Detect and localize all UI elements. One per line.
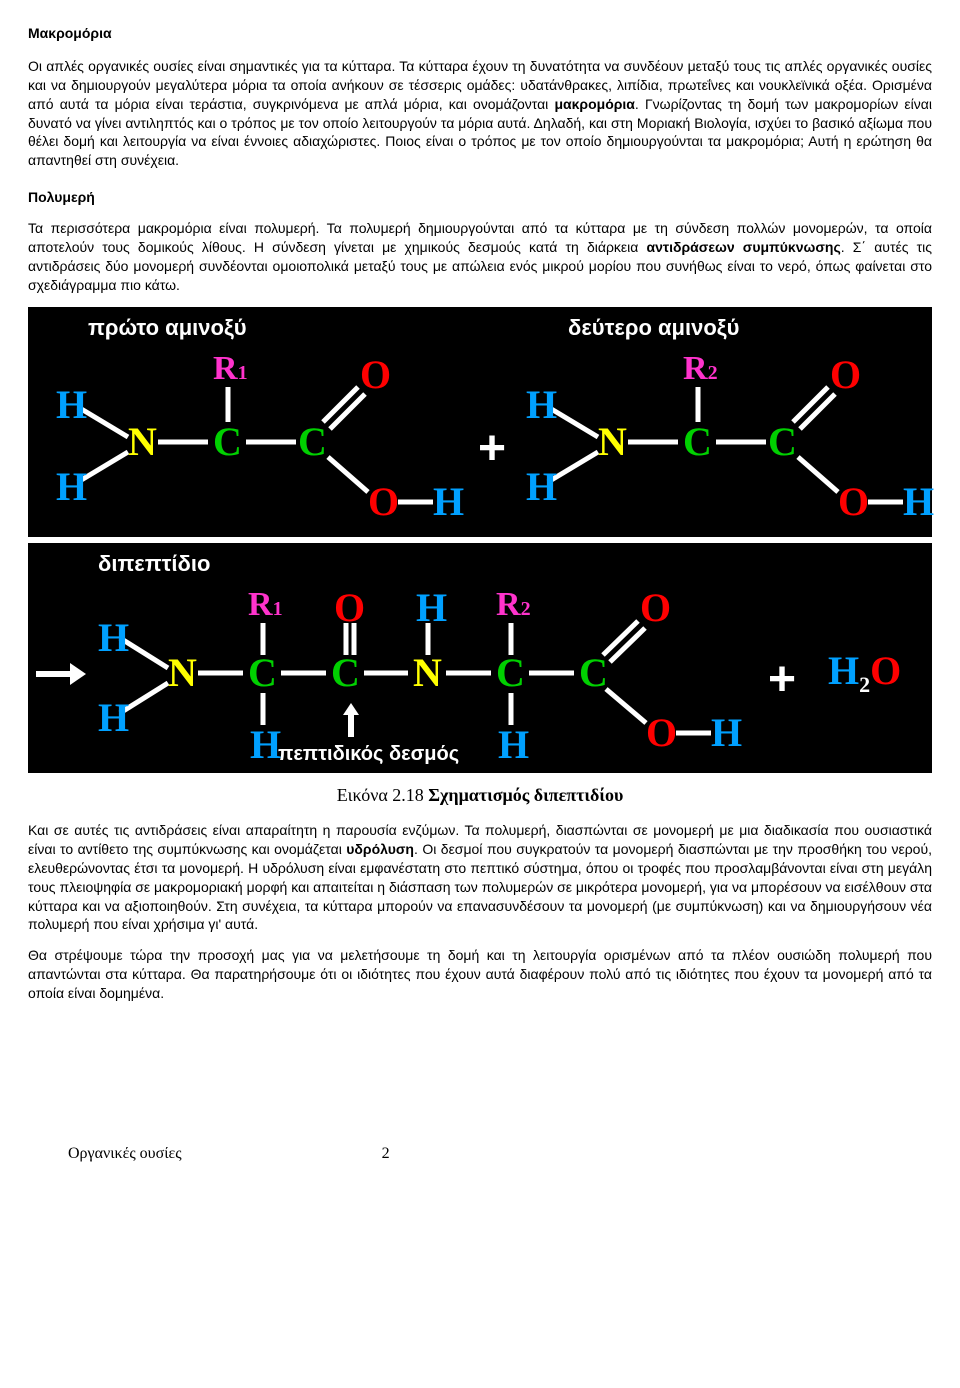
footer-page-number: 2 [382, 1143, 390, 1165]
diagram-bottom-panel: διπεπτίδιο H H N C R1 H [28, 543, 932, 773]
atom-H: H [526, 385, 557, 425]
label-peptide-bond: πεπτιδικός δεσμός [278, 741, 459, 768]
atom-H: H [98, 618, 129, 658]
arrow-up-icon [343, 703, 359, 737]
atom-C: C [248, 653, 277, 693]
atom-C: C [298, 422, 327, 462]
atom-C: C [579, 653, 608, 693]
atom-C: C [331, 653, 360, 693]
atom-N: N [168, 653, 197, 693]
atom-H: H [526, 467, 557, 507]
figure-caption: Εικόνα 2.18 Σχηματισμός διπεπτιδίου [28, 783, 932, 807]
page-footer: Οργανικές ουσίες 2 [28, 1143, 932, 1165]
atom-H: H [416, 588, 447, 628]
atom-H: H [56, 467, 87, 507]
intro-bold: μακρομόρια [554, 96, 634, 112]
p2a-bold: αντιδράσεων συμπύκνωσης [647, 239, 841, 255]
atom-H: H [711, 713, 742, 753]
atom-H: H [433, 482, 464, 522]
atom-O: O [368, 482, 399, 522]
atom-H: H [903, 482, 934, 522]
atom-O: O [640, 588, 671, 628]
atom-H: H [250, 725, 281, 765]
atom-H: H [56, 385, 87, 425]
closing-paragraph: Θα στρέψουμε τώρα την προσοχή μας για να… [28, 946, 932, 1003]
diagram-top-panel: πρώτο αμινοξύ δεύτερο αμινοξύ [28, 307, 932, 537]
atom-O: O [838, 482, 869, 522]
atom-O: O [360, 355, 391, 395]
atom-O: O [830, 355, 861, 395]
hydrolysis-paragraph: Και σε αυτές τις αντιδράσεις είναι απαρα… [28, 821, 932, 934]
atom-H: H [498, 725, 529, 765]
atom-O: O [646, 713, 677, 753]
caption-pre: Εικόνα 2.18 [337, 785, 429, 805]
atom-C: C [768, 422, 797, 462]
atom-N: N [598, 422, 627, 462]
caption-bold: Σχηματισμός διπεπτιδίου [428, 785, 623, 805]
plus-icon: + [478, 417, 506, 482]
footer-left: Οργανικές ουσίες [28, 1143, 182, 1165]
page-title: Μακρομόρια [28, 24, 932, 43]
atom-C: C [213, 422, 242, 462]
atom-R2: R2 [683, 352, 718, 386]
p3a-bold: υδρόλυση [346, 841, 414, 857]
atom-R1: R1 [213, 352, 248, 386]
section-polymers-title: Πολυμερή [28, 188, 932, 207]
atom-C: C [496, 653, 525, 693]
water-molecule: H2O [828, 651, 901, 696]
peptide-diagram: πρώτο αμινοξύ δεύτερο αμινοξύ [28, 307, 932, 773]
atom-O: O [334, 588, 365, 628]
atom-H: H [98, 698, 129, 738]
plus-icon: + [768, 648, 796, 713]
intro-paragraph: Οι απλές οργανικές ουσίες είναι σημαντικ… [28, 57, 932, 170]
atom-R2: R2 [496, 588, 531, 622]
polymers-paragraph-1: Τα περισσότερα μακρομόρια είναι πολυμερή… [28, 219, 932, 295]
atom-C: C [683, 422, 712, 462]
atom-N: N [413, 653, 442, 693]
atom-R1: R1 [248, 588, 283, 622]
bonds-bottom [28, 543, 932, 773]
atom-N: N [128, 422, 157, 462]
